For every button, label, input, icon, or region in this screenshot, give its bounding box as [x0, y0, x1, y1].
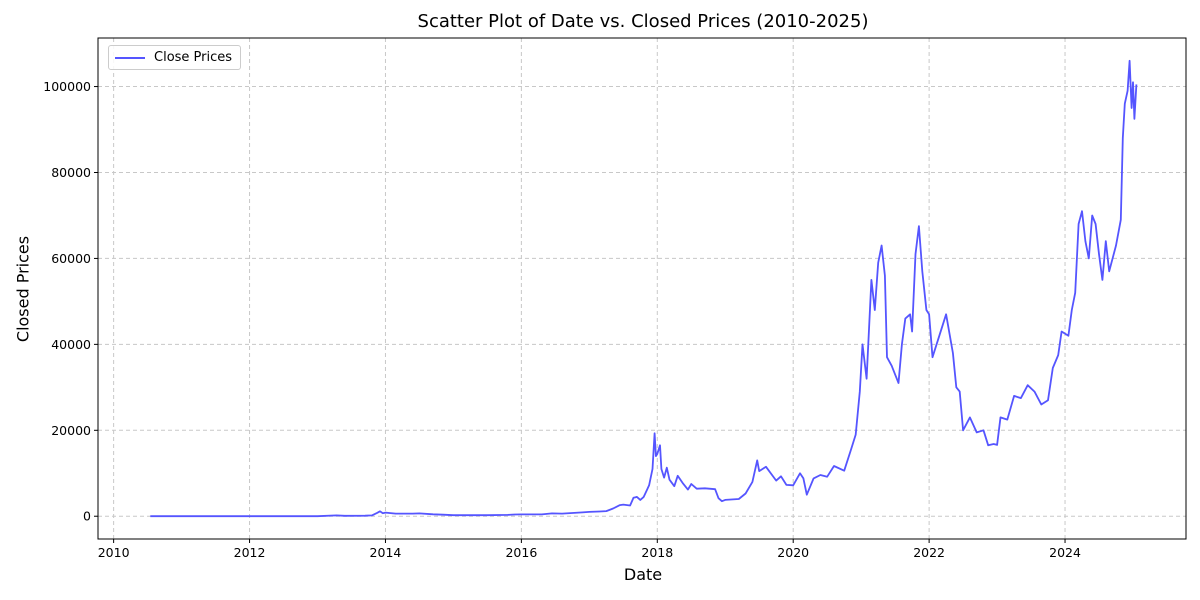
x-tick-label: 2012 — [234, 545, 266, 560]
x-tick-label: 2024 — [1049, 545, 1081, 560]
y-tick-label: 40000 — [51, 337, 91, 352]
legend-label: Close Prices — [154, 50, 233, 65]
x-axis-label: Date — [623, 565, 663, 584]
chart-title: Scatter Plot of Date vs. Closed Prices (… — [417, 11, 869, 32]
series-layer — [150, 59, 1138, 518]
legend: Close Prices — [108, 45, 242, 70]
gridlines — [98, 38, 1186, 539]
x-tick-label: 2014 — [370, 545, 402, 560]
y-axis-label: Closed Prices — [13, 235, 33, 343]
legend-swatch — [115, 56, 145, 59]
y-tick-label: 100000 — [43, 79, 91, 94]
y-tick-label: 60000 — [51, 251, 91, 266]
x-tick-label: 2020 — [777, 545, 809, 560]
y-tick-label: 0 — [83, 509, 91, 524]
x-tick-label: 2010 — [98, 545, 130, 560]
y-tick-label: 80000 — [51, 165, 91, 180]
series-line-close-prices — [150, 59, 1138, 518]
axes-frame — [97, 37, 1187, 540]
axis-ticks: 2010 2012 2014 2016 2018 2020 2022 2024 0 20000 40… — [43, 79, 1081, 560]
y-tick-label: 20000 — [51, 423, 91, 438]
x-tick-label: 2018 — [641, 545, 673, 560]
x-tick-label: 2016 — [505, 545, 537, 560]
x-tick-label: 2022 — [913, 545, 945, 560]
